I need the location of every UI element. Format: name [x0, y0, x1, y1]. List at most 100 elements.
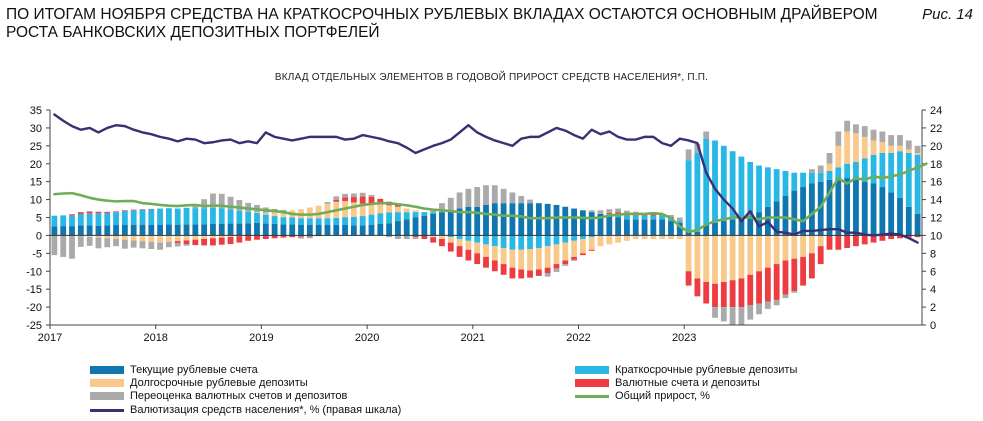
bar-longterm — [606, 235, 613, 245]
bar-fx — [897, 235, 903, 239]
bar-longterm — [676, 235, 683, 239]
x-axis-tick-label: 2019 — [249, 332, 273, 344]
bar-reval — [439, 203, 445, 213]
bar-shortterm — [756, 165, 762, 213]
bar-fx — [905, 235, 912, 238]
bar-fx — [333, 199, 340, 202]
bar-shortterm — [676, 221, 683, 223]
bar-longterm — [201, 235, 208, 239]
bar-shortterm — [210, 207, 216, 224]
bar-shortterm — [835, 167, 842, 179]
bar-fx — [773, 264, 780, 300]
bar-shortterm — [747, 161, 754, 216]
bar-current — [157, 224, 163, 236]
bar-shortterm — [474, 235, 481, 243]
bar-fx — [835, 235, 842, 250]
bar-longterm — [254, 212, 260, 213]
bar-shortterm — [465, 235, 472, 241]
bar-fx — [800, 256, 806, 286]
right-axis-tick-label: 18 — [930, 159, 942, 171]
bar-fx — [782, 260, 789, 295]
bar-shortterm — [254, 212, 260, 223]
bar-shortterm — [509, 235, 516, 250]
bar-current — [77, 225, 84, 236]
bar-longterm — [712, 235, 718, 284]
bar-longterm — [641, 235, 648, 239]
left-axis-tick-label: 25 — [30, 141, 42, 153]
bar-reval — [685, 149, 692, 161]
bar-reval — [773, 299, 780, 306]
bar-shortterm — [377, 213, 384, 224]
bar-current — [641, 219, 648, 236]
left-axis-tick-label: -5 — [32, 248, 42, 260]
bar-fx — [579, 253, 586, 256]
bar-shortterm — [527, 235, 533, 250]
legend-label: Долгосрочные рублевые депозиты — [130, 377, 308, 389]
bar-fx — [870, 235, 877, 243]
bar-current — [747, 215, 754, 236]
bar-longterm — [853, 133, 859, 162]
bar-current — [386, 223, 393, 236]
x-axis-tick-label: 2021 — [461, 332, 485, 344]
bar-reval — [113, 239, 119, 247]
bar-current — [791, 190, 798, 236]
bar-shortterm — [192, 208, 199, 225]
bar-shortterm — [86, 213, 93, 226]
bar-current — [808, 183, 815, 236]
bar-reval — [826, 153, 833, 164]
bar-shortterm — [368, 214, 375, 225]
bar-longterm — [395, 206, 401, 213]
bar-current — [571, 208, 577, 236]
bar-reval — [720, 307, 727, 322]
bar-reval — [166, 241, 172, 248]
left-axis-tick-label: 20 — [30, 159, 42, 171]
bar-fx — [518, 269, 525, 279]
bar-reval — [95, 237, 102, 249]
bar-shortterm — [403, 212, 410, 220]
bar-reval — [817, 165, 824, 173]
left-axis-tick-label: -10 — [26, 266, 42, 278]
bar-fx — [562, 260, 569, 265]
bar-reval — [712, 307, 718, 318]
bar-fx — [456, 246, 463, 257]
bar-current — [130, 224, 137, 236]
bar-fx — [359, 196, 366, 204]
bar-group — [51, 120, 921, 325]
bar-longterm — [544, 246, 551, 268]
bar-current — [262, 223, 269, 236]
bar-shortterm — [817, 172, 824, 182]
bar-longterm — [121, 235, 128, 240]
bar-shortterm — [685, 160, 692, 232]
bar-reval — [51, 235, 58, 256]
bar-longterm — [430, 235, 437, 238]
bar-longterm — [879, 142, 886, 153]
bar-longterm — [747, 235, 754, 275]
bar-current — [183, 224, 190, 236]
left-axis-tick-label: 0 — [36, 230, 42, 242]
bar-shortterm — [227, 209, 234, 224]
bar-fx — [694, 278, 701, 297]
bar-shortterm — [298, 218, 304, 225]
bar-shortterm — [51, 215, 58, 227]
legend-swatch-current — [90, 366, 124, 374]
bar-shortterm — [183, 207, 190, 225]
bar-fx — [342, 197, 348, 202]
bar-fx — [412, 235, 419, 238]
bar-reval — [879, 131, 886, 143]
bar-current — [280, 224, 287, 236]
bar-current — [685, 231, 692, 236]
bar-shortterm — [483, 235, 489, 245]
bar-shortterm — [412, 212, 419, 218]
bar-longterm — [148, 235, 155, 242]
bar-reval — [368, 194, 375, 197]
bar-shortterm — [879, 153, 886, 188]
bar-fx — [650, 214, 657, 216]
bar-reval — [350, 193, 357, 198]
bar-fx — [685, 271, 692, 286]
bar-shortterm — [870, 154, 877, 184]
bar-longterm — [764, 235, 771, 268]
bar-longterm — [668, 235, 674, 239]
bar-shortterm — [60, 215, 67, 227]
bar-current — [342, 225, 348, 236]
bar-shortterm — [324, 218, 331, 225]
